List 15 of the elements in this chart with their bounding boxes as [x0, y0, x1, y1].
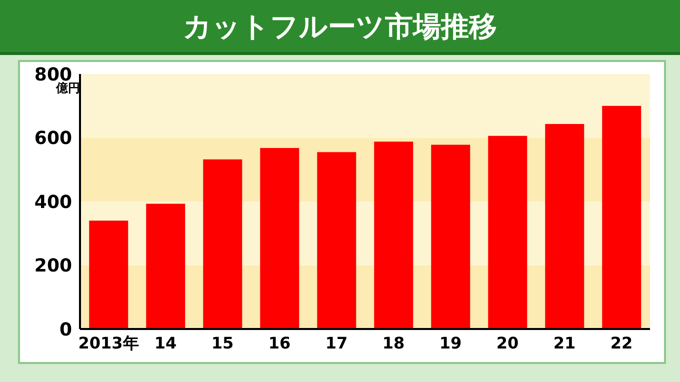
- y-tick-label: 400: [34, 192, 72, 213]
- x-tick-label: 20: [496, 333, 519, 352]
- x-tick-label: 15: [211, 333, 234, 352]
- x-tick-label: 2013年: [78, 333, 139, 352]
- x-tick-label: 17: [325, 333, 348, 352]
- x-tick-label: 22: [610, 333, 633, 352]
- y-tick-label: 0: [59, 319, 72, 340]
- x-tick-label: 14: [154, 333, 177, 352]
- y-tick-label: 600: [34, 128, 72, 150]
- x-tick-label: 18: [382, 333, 405, 352]
- chart-title: カットフルーツ市場推移: [182, 9, 498, 45]
- x-tick-label: 19: [439, 333, 462, 352]
- y-tick-label: 200: [34, 256, 72, 277]
- x-tick-label: 21: [553, 333, 576, 352]
- x-tick-label: 16: [268, 333, 291, 352]
